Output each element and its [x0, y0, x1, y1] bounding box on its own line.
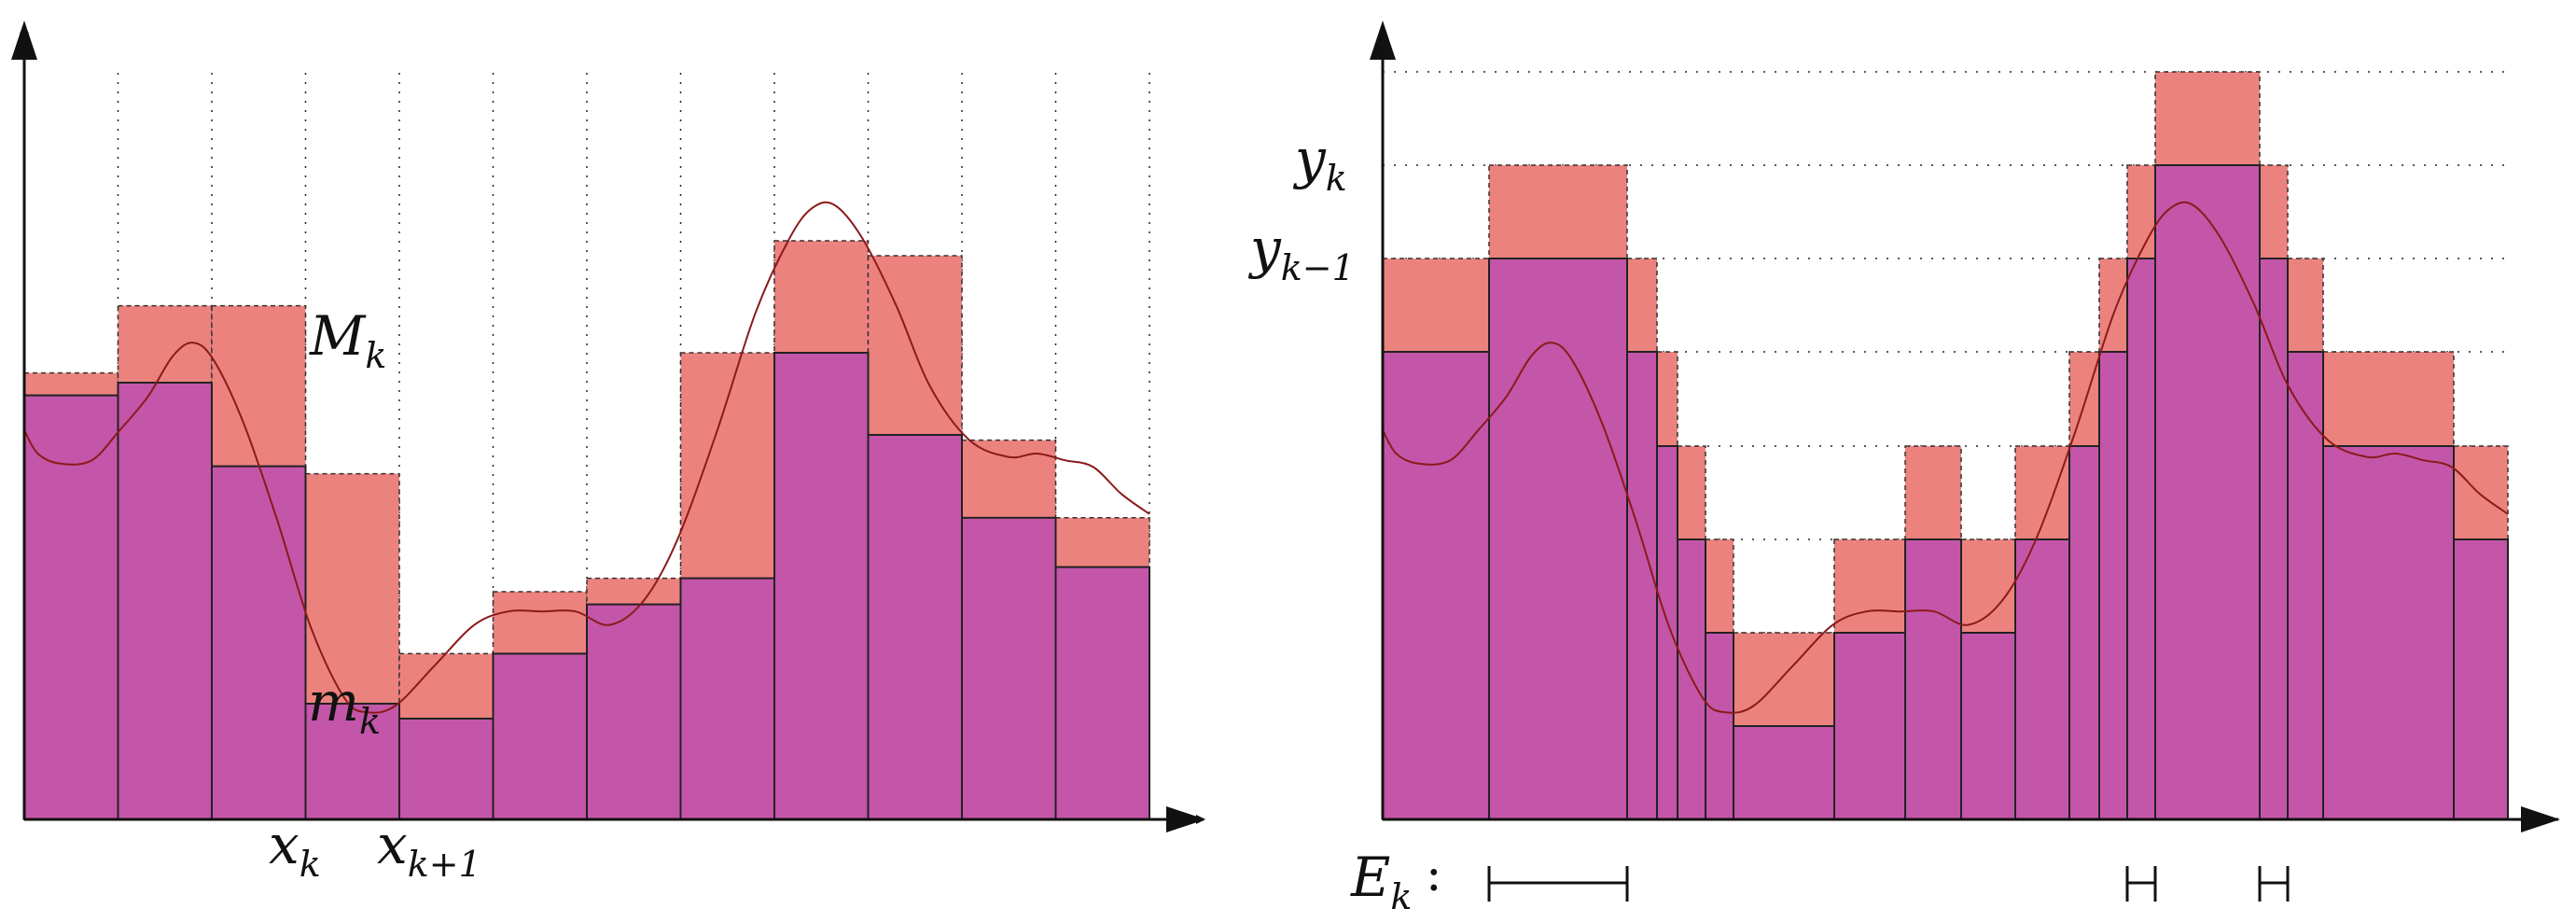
left-lower-rect: [867, 434, 963, 820]
left-lower-rect: [492, 652, 588, 821]
right-lower-rect: [2126, 258, 2156, 820]
label-E-k: Ek: [1350, 846, 1412, 909]
right-panel-lebesgue: yk yk−1 Ek :: [1247, 21, 2560, 909]
right-function-curve: [1382, 201, 2509, 714]
right-lower-rect: [2259, 258, 2289, 820]
left-lower-rect: [961, 516, 1057, 820]
left-lower-rect: [586, 603, 682, 820]
left-x-arrowhead: [1166, 806, 1205, 832]
right-lower-rectangles: [1382, 164, 2509, 820]
right-lower-rect: [2154, 164, 2261, 820]
label-m-k: mk: [308, 670, 381, 742]
label-y-k: yk: [1292, 127, 1347, 199]
left-lower-rect: [117, 382, 213, 820]
right-lower-rect: [2453, 538, 2509, 820]
left-y-arrowhead: [11, 21, 37, 60]
right-lower-rect: [2068, 445, 2100, 820]
left-panel-riemann: Mk mk xk xk+1: [11, 21, 1205, 885]
right-lower-rect: [2287, 351, 2324, 820]
label-E-k-colon: :: [1426, 846, 1442, 902]
left-lower-rect: [23, 394, 119, 820]
right-lower-rect: [1733, 725, 1835, 820]
left-lower-rect: [304, 703, 400, 820]
left-function-curve: [23, 201, 1150, 714]
right-lower-rect: [2098, 351, 2128, 820]
label-x-k: xk: [269, 813, 321, 885]
right-lower-rect: [1488, 258, 1628, 820]
left-lower-rect: [211, 465, 307, 820]
label-y-k-minus-1: yk−1: [1247, 217, 1355, 288]
label-M-k: Mk: [309, 304, 386, 376]
label-x-k-plus-1: xk+1: [377, 813, 481, 885]
left-lower-rect: [773, 352, 870, 820]
right-lower-rect: [1705, 632, 1734, 820]
left-lower-rect: [679, 577, 775, 820]
left-lower-rect: [398, 718, 494, 820]
right-lower-rect: [1656, 445, 1678, 820]
right-lower-rect: [2322, 445, 2455, 820]
right-lower-rect: [1904, 538, 1962, 820]
left-lower-rect: [1054, 566, 1150, 820]
right-lower-rect: [1626, 351, 1658, 820]
left-lower-rectangles: [23, 352, 1150, 821]
right-x-arrowhead: [2521, 806, 2560, 832]
right-lower-rect: [1833, 632, 1906, 820]
right-y-arrowhead: [1370, 21, 1396, 60]
right-lower-rect: [1960, 632, 2016, 820]
right-lower-rect: [1382, 351, 1490, 820]
E-k-intervals: [1487, 866, 2290, 902]
right-lower-rect: [2014, 538, 2070, 820]
